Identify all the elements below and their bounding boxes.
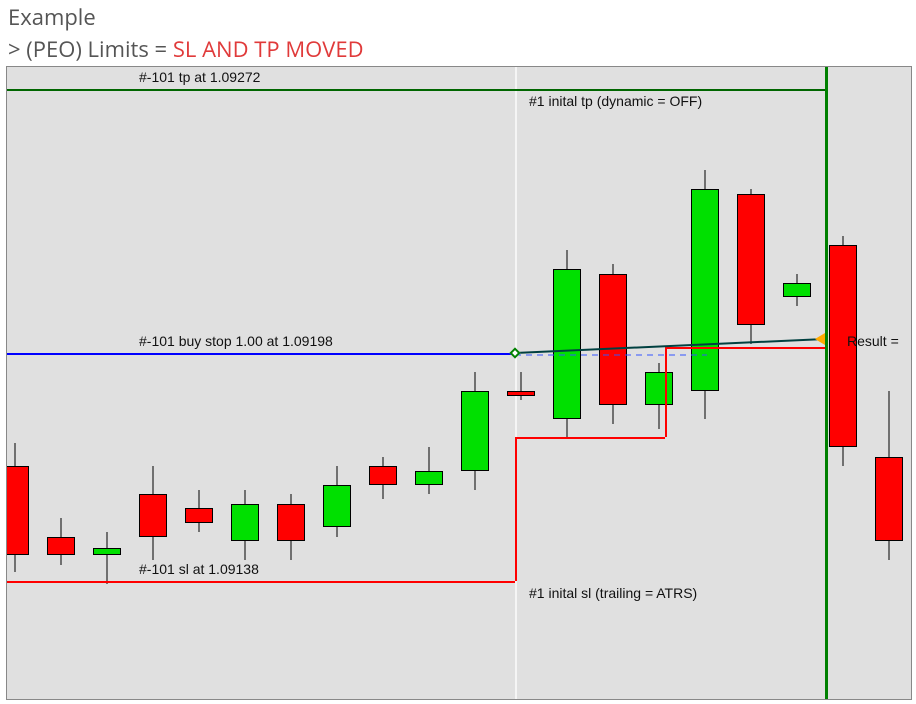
candle-body — [599, 274, 627, 405]
candle-body — [369, 466, 397, 485]
candle-body — [6, 466, 29, 555]
candle-body — [507, 391, 535, 396]
candle-body — [875, 457, 903, 542]
entry-line — [7, 353, 515, 355]
close-time-line — [825, 67, 828, 699]
tp-line-label-right: #1 inital tp (dynamic = OFF) — [529, 93, 702, 109]
candle — [47, 67, 75, 700]
header: Example > (PEO) Limits = SL AND TP MOVED — [0, 0, 916, 68]
candle — [507, 67, 535, 700]
candle-body — [185, 508, 213, 522]
header-prefix: > (PEO) Limits = — [8, 34, 173, 64]
sl-trail-segment — [665, 347, 825, 349]
chart-canvas: #-101 tp at 1.09272 #1 inital tp (dynamic… — [7, 67, 911, 699]
candle — [139, 67, 167, 700]
chart-area[interactable]: #-101 tp at 1.09272 #1 inital tp (dynamic… — [6, 66, 912, 700]
candle — [231, 67, 259, 700]
candle — [461, 67, 489, 700]
candle-body — [323, 485, 351, 527]
sl-trail-segment — [515, 437, 517, 581]
candle — [691, 67, 719, 700]
candle — [93, 67, 121, 700]
candle — [829, 67, 857, 700]
candle — [875, 67, 903, 700]
candle-body — [277, 504, 305, 542]
candle-wick — [521, 372, 522, 400]
candle — [6, 67, 29, 700]
header-line2: > (PEO) Limits = SL AND TP MOVED — [8, 34, 908, 64]
tp-line-label-left: #-101 tp at 1.09272 — [139, 69, 260, 85]
tp-line — [7, 89, 825, 91]
result-arrow-icon — [815, 333, 825, 345]
candle-wick — [107, 532, 108, 584]
candle-body — [553, 269, 581, 419]
candle — [645, 67, 673, 700]
candle-body — [231, 504, 259, 542]
entry-line-label-left: #-101 buy stop 1.00 at 1.09198 — [139, 333, 333, 349]
candle-body — [783, 283, 811, 297]
candle-body — [461, 391, 489, 471]
candle-body — [139, 494, 167, 536]
candle — [737, 67, 765, 700]
candle-body — [93, 548, 121, 555]
candle — [783, 67, 811, 700]
result-label: Result = — [847, 333, 899, 349]
candle — [415, 67, 443, 700]
sl-trail-segment — [665, 347, 667, 437]
sl-line-label-left: #-101 sl at 1.09138 — [139, 561, 259, 577]
candle — [323, 67, 351, 700]
sl-trail-segment — [515, 437, 665, 439]
header-highlight: SL AND TP MOVED — [173, 34, 364, 64]
candle — [369, 67, 397, 700]
candle-body — [737, 194, 765, 325]
candle-body — [47, 537, 75, 556]
candle — [553, 67, 581, 700]
header-line1: Example — [8, 2, 908, 32]
candle-body — [645, 372, 673, 405]
candle — [277, 67, 305, 700]
candle — [599, 67, 627, 700]
sl-line-label-right: #1 inital sl (trailing = ATRS) — [529, 585, 697, 601]
candle-body — [415, 471, 443, 485]
candle-body — [691, 189, 719, 391]
candle — [185, 67, 213, 700]
sl-line — [7, 581, 515, 583]
